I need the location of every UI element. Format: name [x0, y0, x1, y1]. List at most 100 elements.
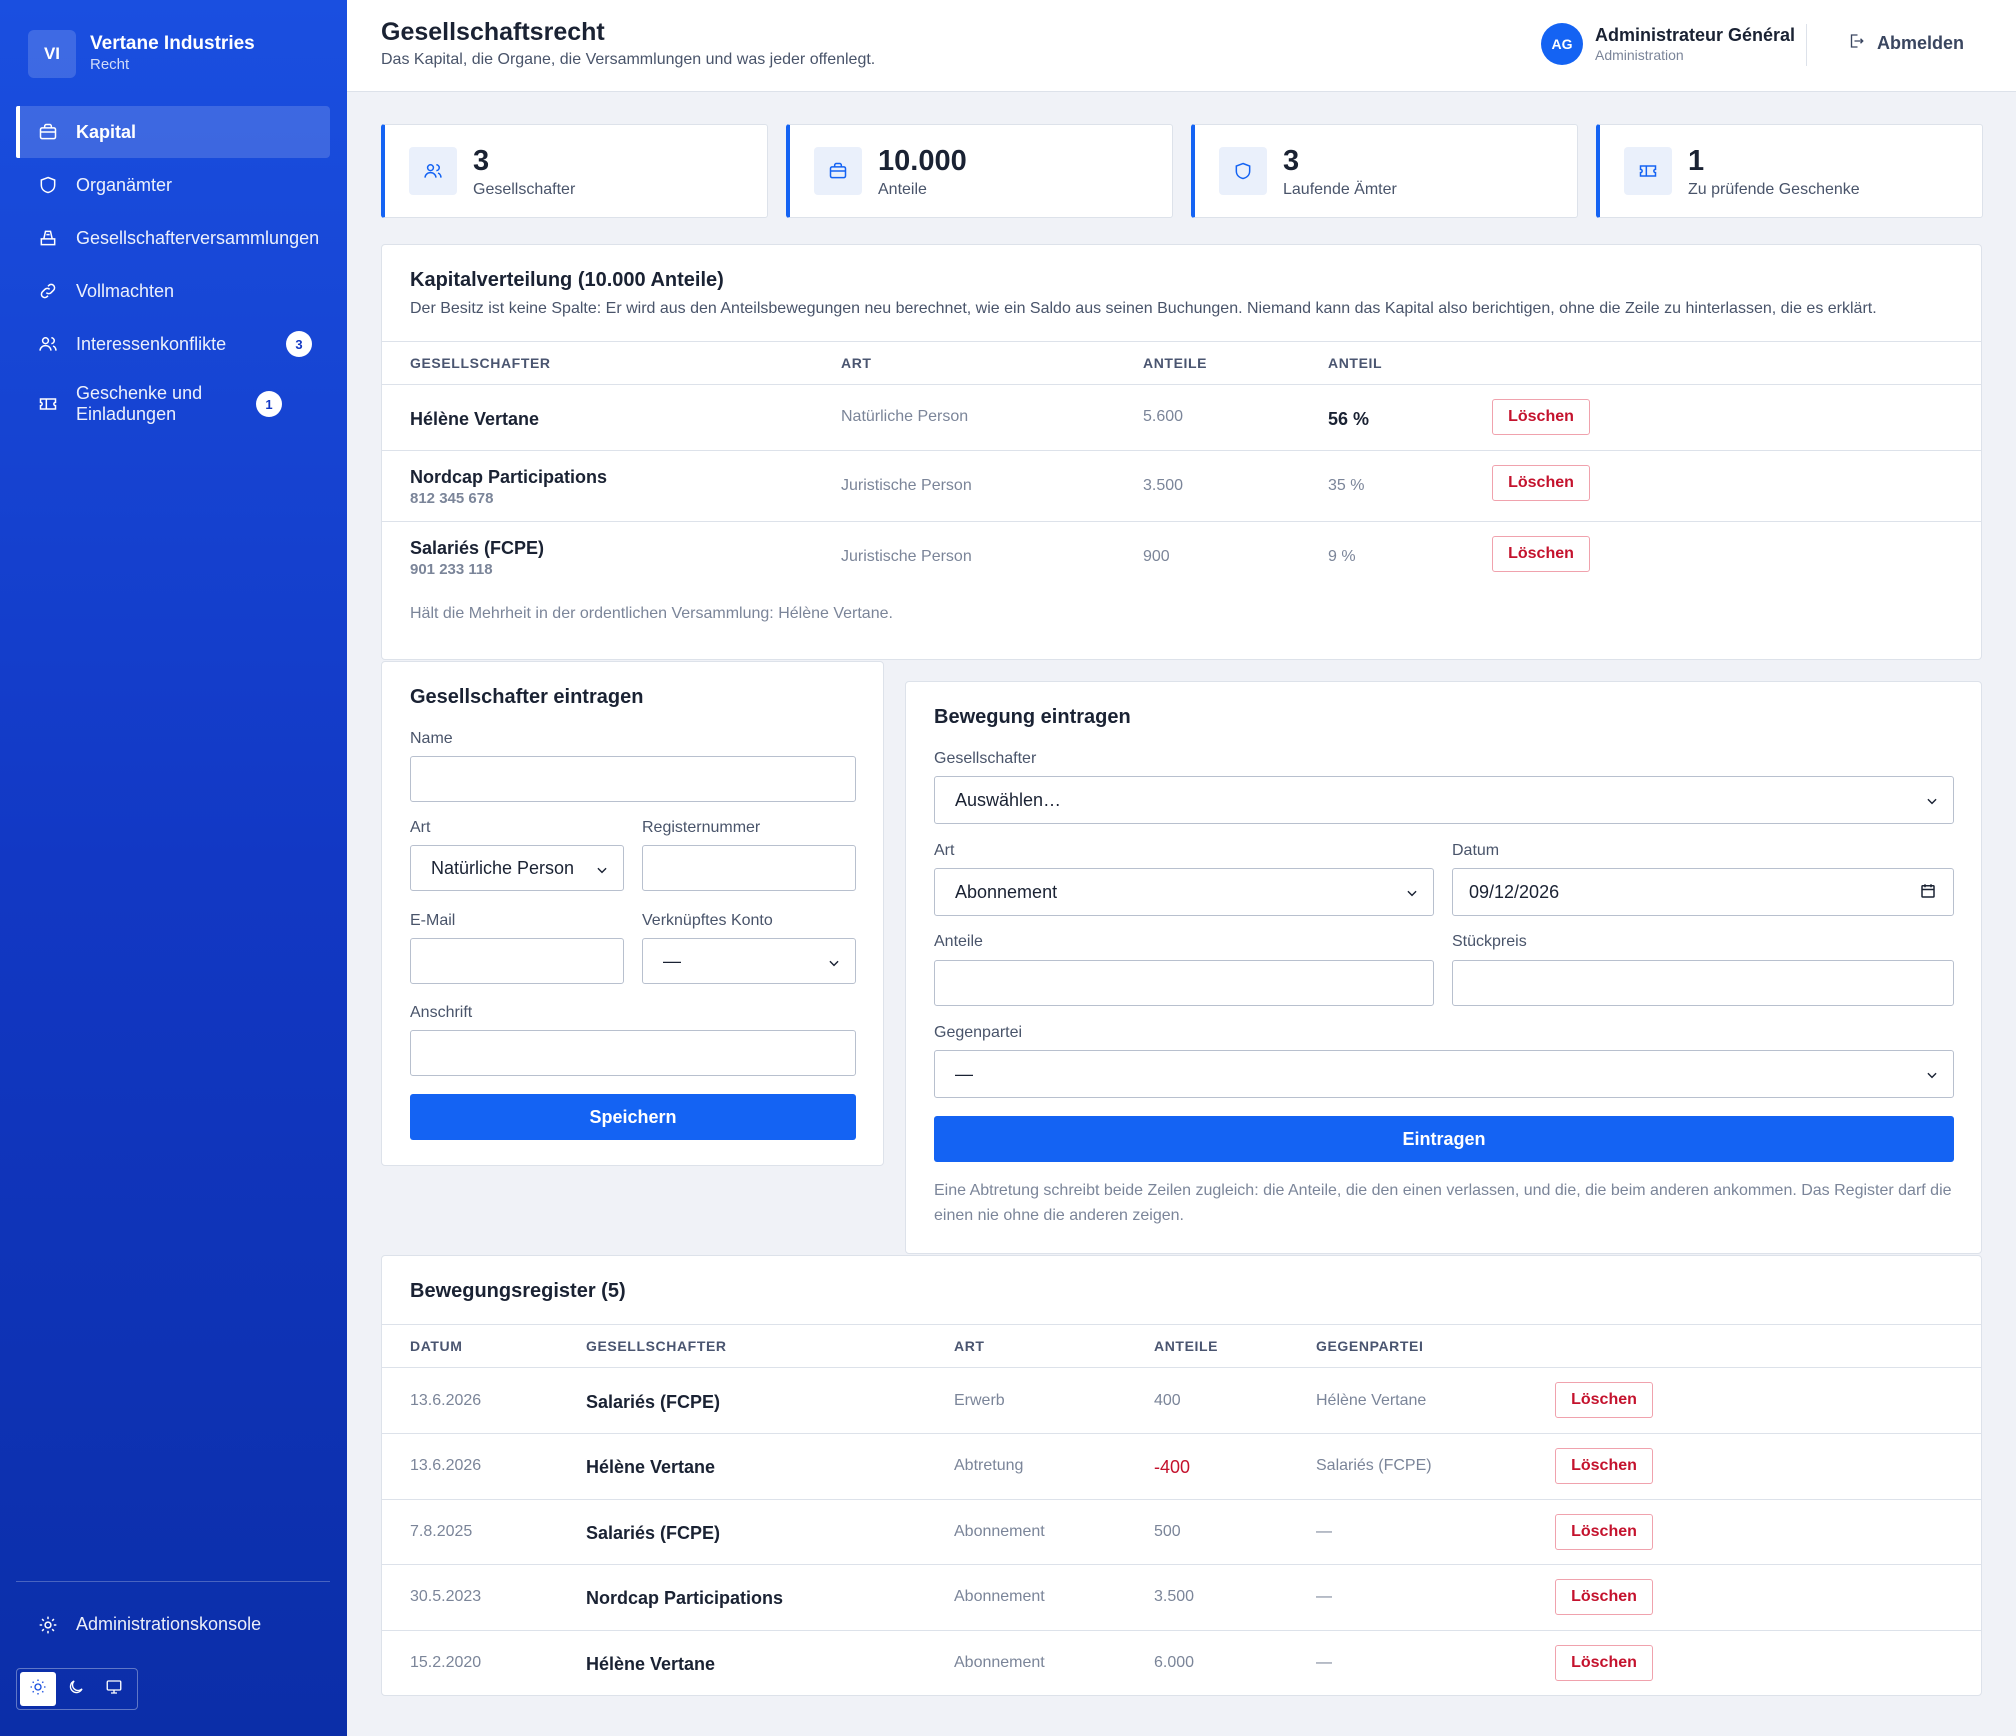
delete-button[interactable]: Löschen — [1555, 1579, 1653, 1615]
user-menu[interactable]: AG Administrateur Général Administration — [1541, 23, 1795, 65]
brand[interactable]: VI Vertane Industries Recht — [28, 30, 255, 78]
stat-card-gesellschafter: 3 Gesellschafter — [381, 124, 768, 218]
counterparty-select[interactable]: — — [934, 1050, 1954, 1098]
sidebar-item-interessenkonflikte[interactable]: Interessenkonflikte 3 — [16, 318, 330, 370]
logout-label: Abmelden — [1877, 33, 1965, 53]
movement-counterparty: — — [1316, 1588, 1332, 1605]
briefcase-icon — [814, 147, 862, 195]
top-header: Gesellschaftsrecht Das Kapital, die Orga… — [347, 0, 2016, 92]
movement-holder: Salariés (FCPE) — [586, 1523, 721, 1543]
movement-holder: Hélène Vertane — [586, 1654, 716, 1674]
count-badge: 3 — [286, 331, 312, 357]
stat-card-anteile: 10.000 Anteile — [786, 124, 1173, 218]
ballot-box-icon — [38, 228, 58, 248]
delete-button[interactable]: Löschen — [1555, 1448, 1653, 1484]
delete-button[interactable]: Löschen — [1555, 1514, 1653, 1550]
stat-card-aemter: 3 Laufende Ämter — [1191, 124, 1578, 218]
table-row: Salariés (FCPE) 901 233 118 Juristische … — [382, 522, 1981, 592]
column-header: GESELLSCHAFTER — [586, 1338, 727, 1354]
delete-button[interactable]: Löschen — [1492, 465, 1590, 501]
admin-console-link[interactable]: Administrationskonsole — [38, 1614, 261, 1635]
movement-shares: 3.500 — [1154, 1588, 1195, 1605]
movement-type: Abonnement — [954, 1588, 1045, 1605]
sidebar-item-vollmachten[interactable]: Vollmachten — [16, 265, 330, 317]
linked-account-select[interactable]: — — [642, 938, 856, 984]
chevron-down-icon — [1405, 884, 1419, 898]
movement-holder: Hélène Vertane — [586, 1457, 716, 1477]
movement-date: 13.6.2026 — [410, 1457, 482, 1474]
moon-icon — [67, 1678, 85, 1701]
stat-label: Gesellschafter — [473, 181, 576, 198]
holder-select-value: Auswählen… — [955, 789, 1062, 810]
header-divider — [1806, 24, 1807, 66]
column-header: ANTEILE — [1143, 355, 1208, 371]
movement-counterparty: — — [1316, 1654, 1332, 1671]
users-icon — [38, 334, 58, 354]
admin-console-label: Administrationskonsole — [76, 1614, 262, 1634]
shield-icon — [1219, 147, 1267, 195]
sidebar-item-label: Vollmachten — [76, 280, 175, 301]
theme-dark-button[interactable] — [58, 1672, 94, 1706]
movement-holder: Nordcap Participations — [586, 1588, 784, 1608]
stat-label: Anteile — [878, 181, 927, 198]
sidebar-item-label: Organämter — [76, 174, 173, 195]
stat-label: Laufende Ämter — [1283, 181, 1397, 198]
calendar-icon[interactable] — [1919, 882, 1937, 900]
email-input[interactable] — [410, 938, 624, 984]
page-title: Gesellschaftsrecht — [381, 18, 605, 46]
sidebar-item-versammlungen[interactable]: Gesellschafterversammlungen — [16, 212, 330, 264]
save-button[interactable]: Speichern — [410, 1094, 856, 1140]
movement-type: Abtretung — [954, 1457, 1024, 1474]
chevron-down-icon — [1925, 1066, 1939, 1080]
table-row: 30.5.2023 Nordcap Participations Abonnem… — [382, 1565, 1981, 1631]
submit-movement-button[interactable]: Eintragen — [934, 1116, 1954, 1162]
monitor-icon — [105, 1678, 123, 1701]
unit-price-input[interactable] — [1452, 960, 1954, 1006]
address-input[interactable] — [410, 1030, 856, 1076]
date-input[interactable]: 09/12/2026 — [1452, 868, 1954, 916]
stat-value: 10.000 — [878, 145, 967, 177]
sidebar-item-organaemter[interactable]: Organämter — [16, 159, 330, 211]
holder-type: Juristische Person — [841, 548, 972, 565]
holder-shares: 3.500 — [1143, 477, 1184, 494]
theme-light-button[interactable] — [20, 1672, 56, 1706]
type-select[interactable]: Natürliche Person — [410, 845, 624, 891]
theme-system-button[interactable] — [96, 1672, 132, 1706]
holder-type: Natürliche Person — [841, 408, 969, 425]
holder-shares: 5.600 — [1143, 408, 1184, 425]
count-badge: 1 — [256, 391, 282, 417]
stat-value: 3 — [473, 145, 490, 177]
shares-input[interactable] — [934, 960, 1434, 1006]
logout-button[interactable]: Abmelden — [1847, 32, 1964, 55]
holder-percent: 56 % — [1328, 409, 1370, 429]
name-input[interactable] — [410, 756, 856, 802]
form-title: Bewegung eintragen — [934, 706, 1131, 728]
delete-button[interactable]: Löschen — [1555, 1382, 1653, 1418]
assignment-note: Eine Abtretung schreibt beide Zeilen zug… — [934, 1182, 1952, 1224]
movement-date: 30.5.2023 — [410, 1588, 482, 1605]
sidebar-item-kapital[interactable]: Kapital — [16, 106, 330, 158]
column-header: GESELLSCHAFTER — [410, 355, 551, 371]
movement-form: Bewegung eintragen Gesellschafter Auswäh… — [905, 681, 1982, 1254]
table-header: GESELLSCHAFTER ART ANTEILE ANTEIL — [382, 341, 1981, 385]
movement-type: Erwerb — [954, 1392, 1005, 1409]
holder-name: Salariés (FCPE) — [410, 538, 545, 558]
register-number-input[interactable] — [642, 845, 856, 891]
sidebar-item-label: Geschenke und Einladungen — [76, 383, 203, 424]
table-header: DATUM GESELLSCHAFTER ART ANTEILE GEGENPA… — [382, 1324, 1981, 1368]
movement-counterparty: Hélène Vertane — [1316, 1392, 1427, 1409]
stat-value: 3 — [1283, 145, 1300, 177]
sidebar-item-label: Gesellschafterversammlungen — [76, 227, 320, 248]
shareholder-form: Gesellschafter eintragen Name Art Natürl… — [381, 661, 884, 1166]
user-name: Administrateur Général — [1595, 24, 1796, 45]
delete-button[interactable]: Löschen — [1492, 536, 1590, 572]
sidebar-item-geschenke[interactable]: Geschenke und Einladungen 1 — [16, 371, 330, 437]
movement-counterparty: — — [1316, 1523, 1332, 1540]
delete-button[interactable]: Löschen — [1555, 1645, 1653, 1681]
delete-button[interactable]: Löschen — [1492, 399, 1590, 435]
logout-icon — [1847, 32, 1877, 55]
movement-type-select[interactable]: Abonnement — [934, 868, 1434, 916]
movement-register: Bewegungsregister (5) DATUM GESELLSCHAFT… — [381, 1255, 1982, 1696]
holder-select[interactable]: Auswählen… — [934, 776, 1954, 824]
movement-shares: 400 — [1154, 1392, 1181, 1409]
